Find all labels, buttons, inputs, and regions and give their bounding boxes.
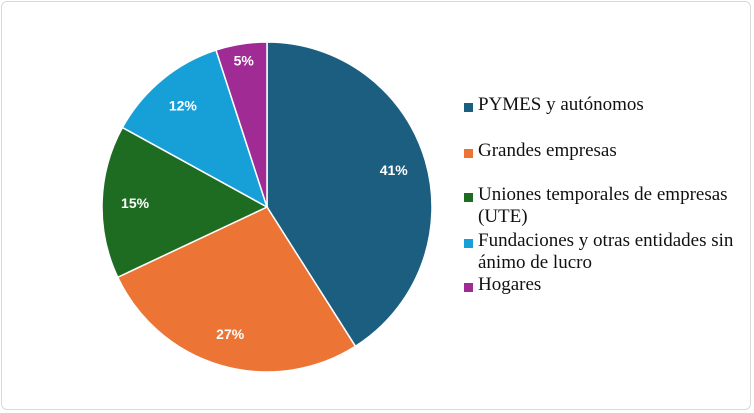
pie-slice: [121, 49, 269, 209]
slice-data-label: 5%: [234, 52, 255, 68]
legend-label: PYMES y autónomos: [478, 94, 644, 115]
slice-data-label: 15%: [121, 195, 150, 211]
legend-swatch: [464, 103, 473, 112]
legend-item: Fundaciones y otras entidades sin ánimo …: [464, 230, 754, 274]
legend-item: Hogares: [464, 274, 754, 296]
legend-swatch: [464, 149, 473, 158]
legend-item: PYMES y autónomos: [464, 94, 754, 116]
pie-slice: [215, 41, 268, 208]
pie-slice: [116, 206, 357, 373]
legend-item: Grandes empresas: [464, 140, 754, 162]
pie-slice: [101, 126, 269, 279]
legend-label: Fundaciones y otras entidades sin ánimo …: [478, 230, 734, 273]
legend-label: Grandes empresas: [478, 140, 617, 161]
legend-swatch: [464, 193, 473, 202]
slice-data-label: 12%: [169, 97, 198, 113]
legend-item: Uniones temporales de empresas (UTE): [464, 184, 754, 228]
legend-label: Uniones temporales de empresas (UTE): [478, 184, 728, 227]
legend-swatch: [464, 239, 473, 248]
slice-data-label: 27%: [216, 326, 245, 342]
pie-slice: [266, 41, 433, 348]
slice-data-label: 41%: [380, 162, 409, 178]
legend-label: Hogares: [478, 274, 542, 295]
legend-swatch: [464, 283, 473, 292]
